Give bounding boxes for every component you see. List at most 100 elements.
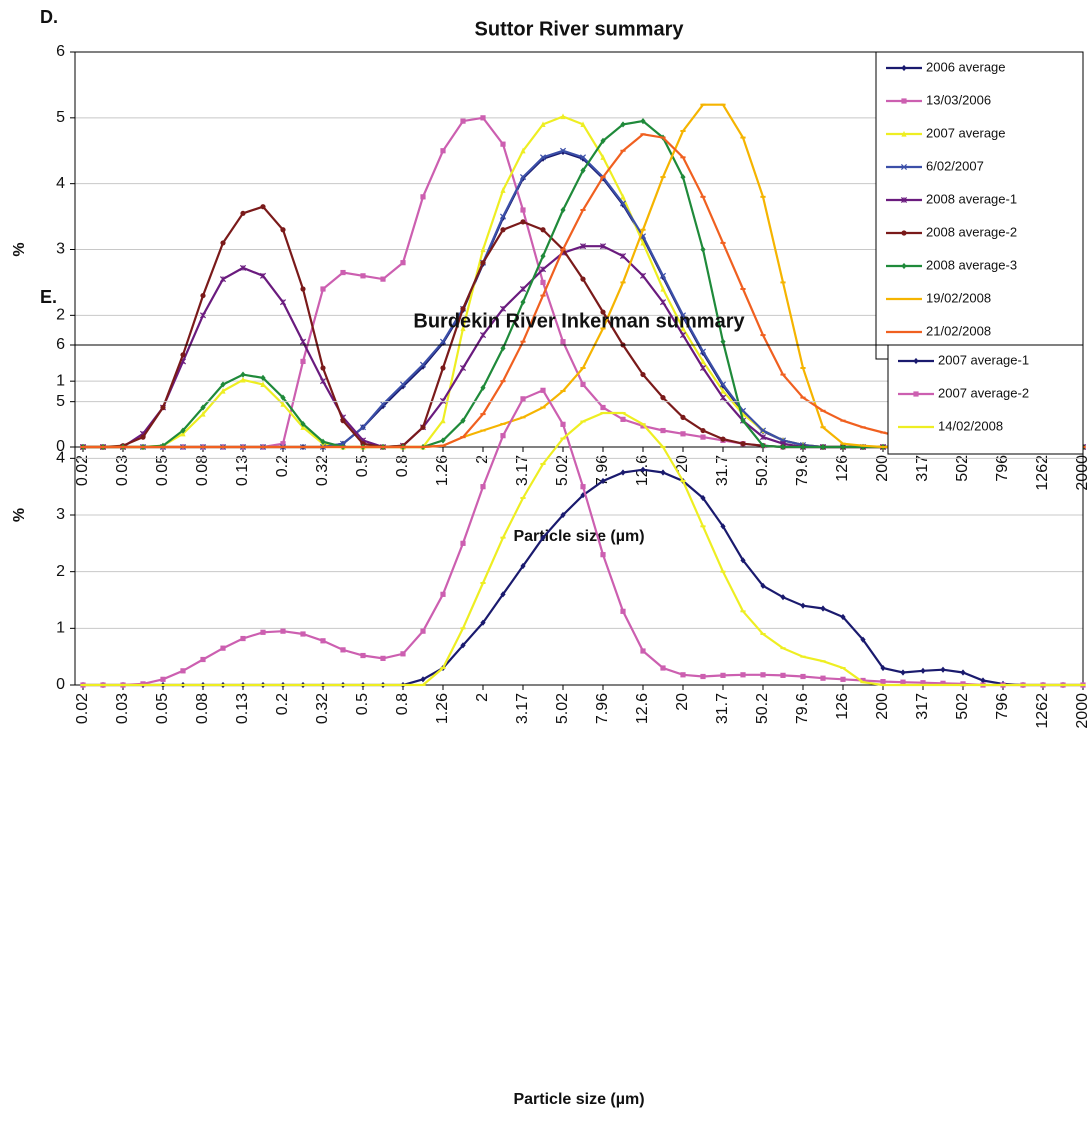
marker: [599, 243, 607, 250]
x-tick-label: 12.6: [634, 693, 651, 724]
marker: [220, 645, 226, 651]
marker: [500, 433, 506, 439]
marker: [780, 672, 786, 678]
marker: [359, 424, 367, 431]
marker: [219, 276, 227, 283]
legend-label: 2007 average-1: [938, 352, 1029, 367]
marker: [759, 434, 767, 441]
x-tick-label: 2: [474, 455, 491, 464]
marker: [580, 276, 586, 282]
marker: [660, 285, 666, 292]
marker: [700, 673, 706, 680]
marker: [479, 332, 487, 339]
marker: [160, 442, 166, 449]
marker: [901, 64, 907, 72]
marker: [560, 339, 566, 345]
marker: [600, 309, 606, 315]
x-tick-label: 5.02: [554, 693, 571, 724]
x-axis-title: Particle size (µm): [513, 1091, 644, 1108]
marker: [279, 299, 287, 306]
x-tick-label: 0.03: [114, 455, 131, 486]
marker: [340, 269, 346, 276]
x-tick-label: 0.32: [314, 455, 331, 486]
marker: [180, 427, 186, 434]
marker: [200, 292, 206, 299]
marker: [720, 672, 726, 678]
marker: [900, 679, 906, 685]
marker: [360, 652, 366, 659]
x-tick-label: 0.05: [154, 693, 171, 724]
x-tick-label: 0.08: [194, 693, 211, 724]
y-tick-label: 2: [56, 307, 65, 324]
marker: [800, 673, 806, 680]
marker: [600, 477, 606, 485]
x-tick-label: 31.7: [714, 693, 731, 724]
marker: [520, 147, 526, 154]
legend-label: 19/02/2008: [926, 290, 991, 305]
legend-box: [875, 51, 1084, 360]
chart-title: Suttor River summary: [475, 18, 685, 40]
marker: [499, 305, 507, 312]
legend-label: 13/03/2006: [926, 92, 991, 107]
marker: [460, 118, 466, 124]
marker: [700, 427, 706, 434]
marker: [679, 332, 687, 339]
x-tick-label: 1262: [1034, 693, 1051, 729]
marker: [420, 676, 426, 683]
marker: [260, 204, 266, 210]
chart-title: Burdekin River Inkerman summary: [413, 310, 745, 332]
x-tick-label: 317: [914, 455, 931, 482]
marker: [901, 262, 907, 270]
marker: [399, 381, 407, 388]
marker: [820, 675, 826, 681]
marker: [740, 417, 746, 424]
marker: [920, 667, 926, 674]
marker: [960, 681, 966, 687]
marker: [200, 404, 206, 411]
marker: [400, 260, 406, 266]
marker: [160, 404, 166, 411]
marker: [180, 352, 186, 358]
marker: [480, 246, 486, 253]
marker: [340, 647, 346, 653]
x-tick-label: 0.5: [354, 455, 371, 477]
x-axis-title: Particle size (µm): [513, 528, 644, 545]
marker: [580, 121, 586, 128]
marker: [580, 167, 586, 174]
marker: [460, 306, 466, 312]
marker: [280, 628, 286, 634]
marker: [700, 358, 706, 365]
x-tick-label: 0.2: [274, 455, 291, 477]
marker: [200, 656, 206, 663]
marker: [480, 384, 486, 391]
marker: [660, 665, 666, 671]
x-tick-label: 0.8: [394, 455, 411, 477]
marker: [900, 196, 908, 204]
marker: [540, 227, 546, 233]
y-axis-title: %: [11, 508, 28, 522]
marker: [439, 397, 447, 404]
x-tick-label: 0.03: [114, 693, 131, 724]
marker: [540, 534, 546, 541]
x-tick-label: 0.5: [354, 693, 371, 715]
marker: [539, 154, 547, 161]
y-tick-label: 3: [56, 241, 65, 258]
x-tick-label: 0.8: [394, 693, 411, 715]
marker: [220, 387, 226, 394]
marker: [220, 240, 226, 246]
marker: [840, 443, 846, 451]
legend-label: 2008 average-1: [926, 191, 1017, 206]
marker: [579, 154, 587, 161]
marker: [460, 540, 466, 546]
y-axis-title: %: [11, 242, 28, 256]
legend-label: 2008 average-2: [926, 224, 1017, 239]
marker: [360, 441, 366, 447]
marker: [199, 312, 207, 319]
marker: [540, 279, 546, 286]
marker: [759, 427, 767, 434]
marker: [660, 395, 666, 401]
marker: [140, 681, 146, 687]
y-tick-label: 1: [56, 620, 65, 637]
marker: [480, 260, 486, 266]
marker: [320, 286, 326, 292]
